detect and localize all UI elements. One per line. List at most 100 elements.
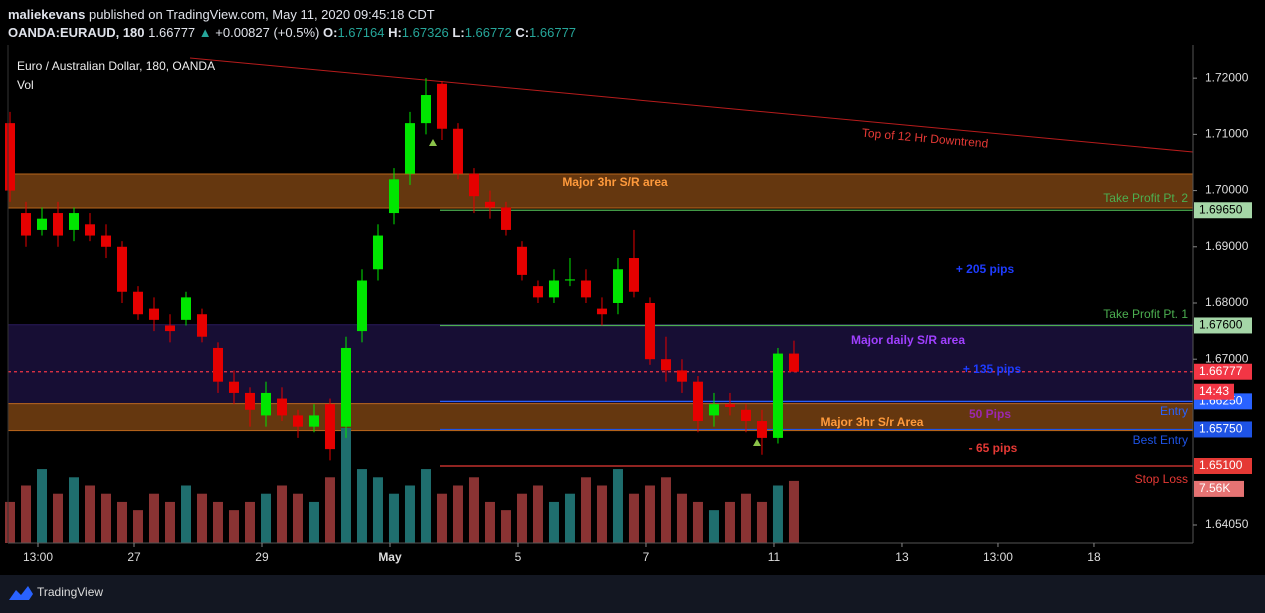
volume-bar [228, 510, 239, 543]
volume-bar [100, 493, 111, 543]
volume-bar [468, 477, 479, 543]
chart-title: Euro / Australian Dollar, 180, OANDA [17, 59, 215, 73]
zone [7, 324, 1194, 405]
candle-body [196, 314, 207, 337]
candle-body [340, 347, 351, 427]
candle-body [404, 123, 415, 174]
arrow: ▲ [198, 25, 212, 40]
volume-bar [308, 501, 319, 543]
volume-bar [260, 493, 271, 543]
candle-body [84, 224, 95, 236]
candle-body [676, 370, 687, 382]
y-tick-label: 1.72000 [1205, 70, 1249, 84]
candle-body [180, 297, 191, 320]
volume-bar [324, 477, 335, 543]
zone [7, 403, 1194, 432]
candle-body [244, 392, 255, 410]
symbol: OANDA:EURAUD, 180 [8, 25, 145, 40]
signal-marker [753, 439, 761, 446]
volume-bar [36, 469, 47, 543]
zone [7, 173, 1194, 209]
candle-body [132, 291, 143, 315]
volume-bar [4, 501, 15, 543]
o: 1.67164 [337, 25, 385, 40]
candle-body [548, 280, 559, 298]
volume-bar [436, 493, 447, 543]
x-tick-label: 18 [1087, 550, 1101, 564]
candle-body [164, 325, 175, 332]
candle-body [324, 404, 335, 450]
volume-bar [596, 485, 607, 543]
volume-bar [484, 501, 495, 543]
logo[interactable] [9, 586, 33, 600]
candle-body [4, 123, 15, 191]
zone-label: Major 3hr S/r Area [821, 415, 924, 429]
y-tick-label: 1.70000 [1205, 183, 1249, 197]
candle-body [628, 258, 639, 292]
current-badge [1194, 363, 1252, 380]
candle-body [772, 353, 783, 438]
user[interactable]: maliekevans [8, 7, 86, 22]
c-label: C: [515, 25, 530, 40]
volume-bar [532, 485, 543, 543]
y-tick-label: 1.64050 [1205, 517, 1249, 531]
candle-body [20, 213, 31, 236]
trendline [189, 57, 1194, 153]
volume-bar [68, 477, 79, 543]
volume-bar [244, 501, 255, 543]
candle-body [436, 83, 447, 129]
x-tick-label: 11 [768, 550, 781, 564]
level-badge [1194, 317, 1252, 334]
countdown: 14:43 [1199, 384, 1229, 398]
volume-bar [372, 477, 383, 543]
x-tick-label: 29 [255, 550, 269, 564]
annotation: + 135 pips [963, 362, 1022, 376]
volume-bar [420, 469, 431, 543]
candle-body [612, 269, 623, 303]
volume-bar [164, 501, 175, 543]
volume-bar [132, 510, 143, 543]
brand[interactable]: TradingView [37, 585, 103, 599]
annotation: 50 Pips [969, 407, 1011, 421]
candle-body [420, 95, 431, 124]
volume-bar [500, 510, 511, 543]
level-label: Best Entry [1133, 433, 1188, 447]
publish-line: maliekevans published on TradingView.com… [8, 7, 435, 22]
candle-body [52, 213, 63, 236]
last: 1.66777 [148, 25, 196, 40]
footer [0, 575, 1265, 613]
annotation: - 65 pips [969, 441, 1018, 455]
volume-bar [148, 493, 159, 543]
volume-bar [276, 485, 287, 543]
level-badge [1194, 457, 1252, 474]
candle-body [516, 246, 527, 275]
o-label: O: [322, 25, 338, 40]
level-badge-label: 1.65750 [1199, 422, 1243, 436]
level-badge [1194, 421, 1252, 438]
level-badge-label: 1.65100 [1199, 458, 1243, 472]
volume-badge-label: 7.56K [1199, 481, 1230, 495]
zone-label: Major 3hr S/R area [562, 175, 668, 189]
volume-bar [292, 493, 303, 543]
h: 1.67326 [401, 25, 449, 40]
candle-body [596, 308, 607, 315]
volume-bar [708, 510, 719, 543]
volume-bar [772, 485, 783, 543]
volume-bar [20, 485, 31, 543]
x-tick-label: 13 [895, 550, 909, 564]
candle-body [580, 280, 591, 298]
candle-body [452, 128, 463, 174]
candle-body [356, 280, 367, 332]
candle-body [212, 347, 223, 382]
volume-bar [52, 493, 63, 543]
candle-body [468, 173, 479, 197]
candle-body [724, 404, 735, 407]
x-tick-label: 7 [643, 550, 650, 564]
volume-bar [676, 493, 687, 543]
candle-body [372, 235, 383, 270]
volume-label: Vol [17, 78, 34, 92]
level-badge-label: 1.69650 [1199, 202, 1243, 216]
annotation: + 205 pips [956, 262, 1015, 276]
level-label: Stop Loss [1135, 472, 1188, 486]
